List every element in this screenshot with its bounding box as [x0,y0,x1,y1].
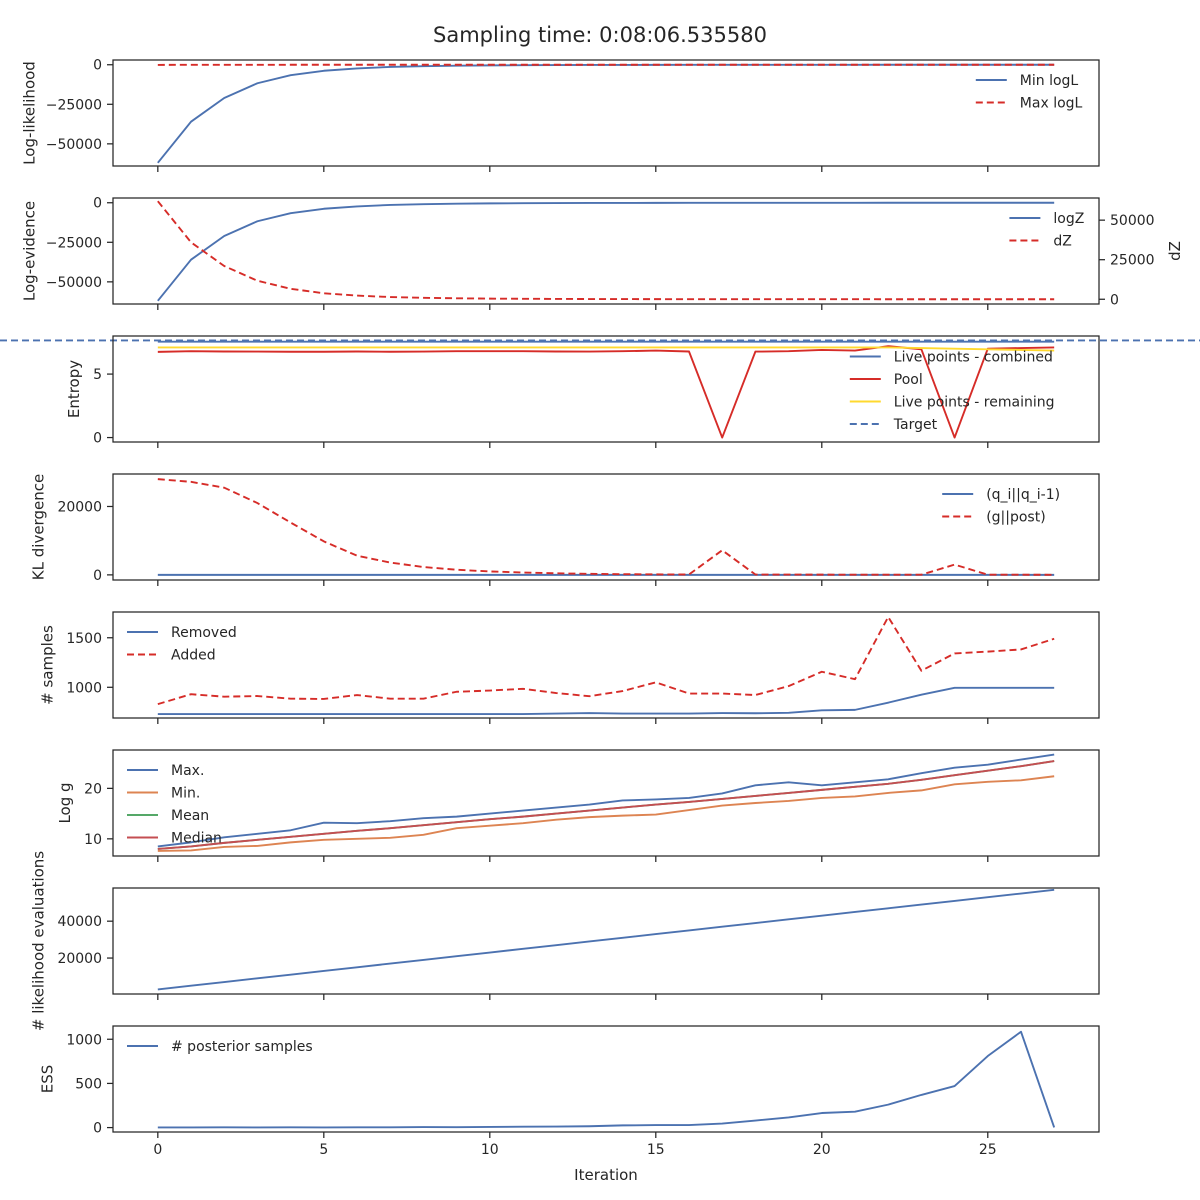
y-axis-label: Entropy [65,360,83,418]
y-tick-label: −25000 [46,97,102,113]
x-tick-label: 0 [153,1142,162,1158]
series-line-1 [157,201,1055,302]
series-line-2 [157,775,1055,852]
legend-label: Added [171,648,216,664]
y-tick-label: 0 [93,1121,102,1137]
series-line-1 [157,686,1055,715]
series-line-1 [157,1030,1056,1129]
legend-label: Max logL [1020,96,1083,112]
subplot-2: 0 −25000 −50000 0 25000 50000 dZ Log-evidence lo… [21,196,1184,310]
y-tick-label: −50000 [46,275,102,291]
legend-label: Live points - combined [894,350,1053,366]
y-axis-label: ESS [38,1065,56,1094]
subplot-6: 10 20 Log g Max. Min. Mean Median [56,749,1100,862]
series-line-1 [157,888,1055,991]
axes-frame [112,197,1100,305]
x-tick-label: 5 [319,1142,328,1158]
legend-label: Min. [171,786,200,802]
y2-tick-label: 0 [1110,292,1119,308]
axes-frame [112,473,1100,581]
y-tick-label: 1000 [66,680,102,696]
series-line-4 [157,760,1055,850]
x-axis-label: Iteration [574,1166,638,1184]
legend-label: Removed [171,625,237,641]
y-tick-label: 0 [93,568,102,584]
y-axis-label: Log g [56,782,74,823]
axes-frame [112,749,1100,857]
y-tick-label: 5 [93,367,102,383]
legend-label: Max. [171,763,204,779]
y-tick-label: 0 [93,58,102,74]
series-line-2 [157,616,1055,706]
y2-tick-label: 50000 [1110,213,1155,229]
series-line-2 [157,478,1055,576]
legend-label: # posterior samples [171,1039,313,1055]
y-tick-label: 0 [93,431,102,447]
axes-frame [112,1025,1100,1133]
subplot-panels: 0 −25000 −50000 Log-likelihood Min logL Max l… [0,58,1200,1158]
y2-tick-label: 25000 [1110,253,1155,269]
subplot-5: 1000 1500 # samples Removed Added [38,611,1100,724]
y-axis-label: # likelihood evaluations [30,851,48,1031]
axes-frame [112,335,1100,443]
x-tick-label: 15 [647,1142,665,1158]
axes-frame [112,59,1100,167]
figure-title: Sampling time: 0:08:06.535580 [433,23,767,47]
y-tick-label: 0 [93,196,102,212]
y-tick-label: 40000 [57,914,102,930]
y-tick-label: −25000 [46,235,102,251]
x-tick-label: 20 [813,1142,831,1158]
axes-frame [112,887,1100,995]
y-tick-label: −50000 [46,137,102,153]
y-axis-label: Log-likelihood [21,61,39,165]
series-line-1 [157,753,1055,848]
series-line-1 [157,63,1055,164]
axes-frame [112,611,1100,719]
y-tick-label: 20000 [57,499,102,515]
y-tick-label: 1000 [66,1032,102,1048]
legend-label: Pool [894,372,923,388]
y-axis-label: # samples [38,625,56,705]
subplot-1: 0 −25000 −50000 Log-likelihood Min logL Max l… [21,58,1100,172]
y2-axis-label: dZ [1166,241,1184,261]
y-axis-label: KL divergence [30,474,48,580]
y-axis-label: Log-evidence [21,201,39,301]
legend-label: logZ [1053,211,1084,227]
y-tick-label: 20000 [57,951,102,967]
legend-label: Median [171,831,222,847]
y-tick-label: 500 [75,1076,102,1092]
subplot-8: 0 5 10 15 20 25 0 500 1000 ESS # posterior samples [38,1025,1100,1158]
x-tick-label: 25 [979,1142,997,1158]
legend-label: Mean [171,808,209,824]
y-tick-label: 10 [84,832,102,848]
y-tick-label: 20 [84,781,102,797]
series-line-2 [157,200,1055,301]
legend-label: Target [893,417,938,433]
subplot-4: 0 20000 KL divergence (q_i||q_i-1) (g||post) [30,473,1100,586]
legend-label: Live points - remaining [894,395,1055,411]
series-line-3 [157,346,1055,352]
x-tick-label: 10 [481,1142,499,1158]
legend-label: Min logL [1020,73,1079,89]
subplot-3: 0 5 Entropy Live points - combined Pool Live … [0,335,1200,448]
legend-label: (g||post) [986,510,1045,526]
subplot-7: 20000 40000 # likelihood evaluations [30,851,1100,1031]
y-tick-label: 1500 [66,631,102,647]
legend-label: (q_i||q_i-1) [986,487,1060,503]
legend-label: dZ [1053,234,1071,250]
